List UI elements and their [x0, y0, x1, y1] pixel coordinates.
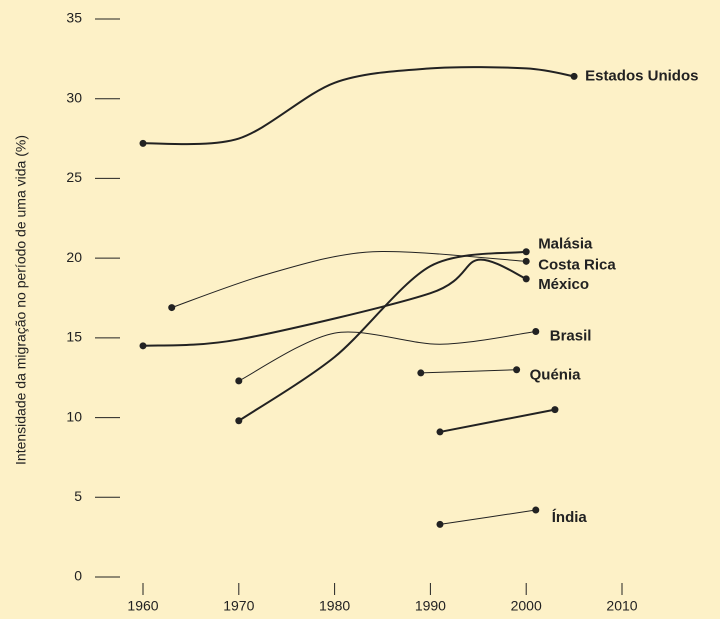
series-label: Quénia [530, 367, 582, 384]
point [551, 406, 559, 414]
series-line [238, 330, 536, 382]
series-line [439, 509, 536, 525]
series-label: Índia [552, 509, 588, 526]
series-line [420, 369, 517, 374]
series-label: Brasil [550, 327, 592, 344]
y-tick-label: 20 [66, 249, 82, 265]
point [522, 248, 530, 256]
point [522, 275, 530, 283]
point [417, 369, 425, 377]
x-tick-label: 1970 [223, 598, 254, 614]
series-line [439, 408, 556, 433]
point [532, 506, 540, 514]
series-label: México [538, 276, 589, 293]
series-line [142, 258, 527, 347]
point [168, 304, 176, 312]
y-tick-label: 30 [66, 89, 82, 105]
x-tick-label: 1980 [319, 598, 350, 614]
y-tick-label: 15 [66, 329, 82, 345]
point [522, 257, 530, 265]
point [513, 366, 521, 374]
series-label: Estados Unidos [585, 67, 698, 84]
series-line [171, 251, 527, 309]
x-tick-label: 1960 [127, 598, 158, 614]
point [235, 377, 243, 385]
x-tick-label: 1990 [415, 598, 446, 614]
series-label: Costa Rica [538, 256, 616, 273]
point [139, 139, 147, 147]
y-tick-label: 5 [74, 488, 82, 504]
y-tick-label: 0 [74, 568, 82, 584]
y-tick-label: 35 [66, 10, 82, 26]
point [235, 417, 243, 425]
y-axis-label: Intensidade da migração no período de um… [13, 135, 29, 465]
point [139, 342, 147, 350]
point [570, 72, 578, 80]
point [532, 327, 540, 335]
series-label: Malásia [538, 236, 593, 253]
y-tick-label: 25 [66, 169, 82, 185]
y-tick-label: 10 [66, 408, 82, 424]
series-line [238, 250, 527, 422]
x-tick-label: 2000 [511, 598, 542, 614]
point [436, 520, 444, 528]
x-tick-label: 2010 [606, 598, 637, 614]
point [436, 428, 444, 436]
series-line [142, 66, 575, 146]
